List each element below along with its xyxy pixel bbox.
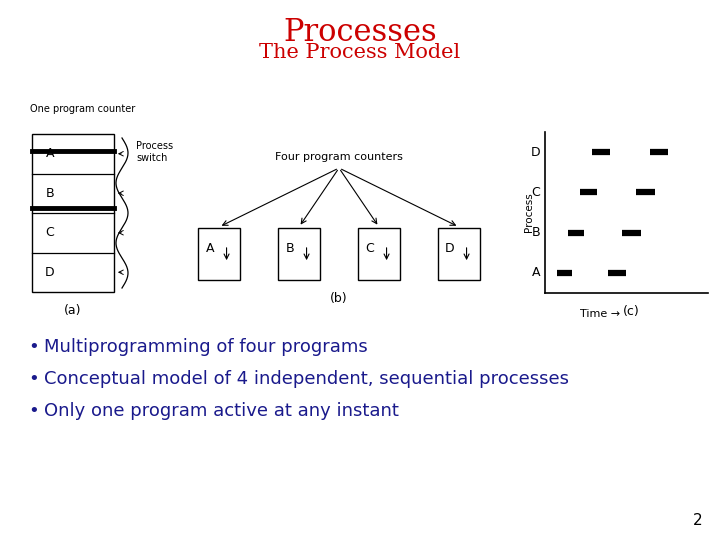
Text: Time →: Time → — [580, 309, 620, 319]
Text: (b): (b) — [330, 292, 348, 305]
Text: A: A — [531, 266, 540, 279]
Text: •: • — [28, 402, 39, 420]
Text: Multiprogramming of four programs: Multiprogramming of four programs — [44, 338, 368, 356]
Text: D: D — [445, 241, 454, 254]
Bar — [438, 228, 480, 280]
Text: 2: 2 — [693, 513, 703, 528]
Text: One program counter: One program counter — [30, 104, 135, 114]
Text: Process: Process — [524, 193, 534, 232]
Text: Conceptual model of 4 independent, sequential processes: Conceptual model of 4 independent, seque… — [44, 370, 569, 388]
Text: D: D — [531, 146, 540, 159]
Text: Four program counters: Four program counters — [275, 152, 403, 162]
Text: D: D — [45, 266, 55, 279]
Text: Processes: Processes — [283, 17, 437, 48]
Text: The Process Model: The Process Model — [259, 43, 461, 62]
Text: •: • — [28, 370, 39, 388]
Text: •: • — [28, 338, 39, 356]
Text: B: B — [285, 241, 294, 254]
Bar — [358, 228, 400, 280]
Text: (a): (a) — [64, 304, 82, 317]
Text: C: C — [45, 226, 55, 239]
Bar — [278, 228, 320, 280]
Text: B: B — [45, 187, 54, 200]
Text: (c): (c) — [623, 305, 640, 318]
Bar — [198, 228, 240, 280]
Text: Only one program active at any instant: Only one program active at any instant — [44, 402, 399, 420]
Text: A: A — [205, 241, 214, 254]
Text: A: A — [46, 147, 54, 160]
Text: C: C — [531, 186, 540, 199]
Text: C: C — [365, 241, 374, 254]
Text: B: B — [531, 226, 540, 239]
Bar — [32, 134, 114, 292]
Text: Process
switch: Process switch — [136, 140, 173, 163]
